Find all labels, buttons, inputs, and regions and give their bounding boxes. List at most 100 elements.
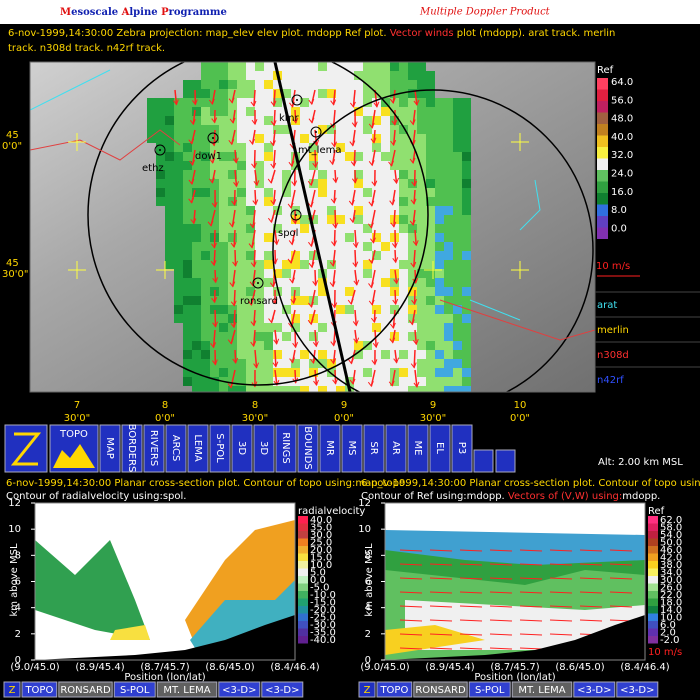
echo-cell — [174, 134, 183, 143]
bottom-button[interactable] — [113, 681, 156, 698]
echo-cell — [327, 341, 336, 350]
wind-vector — [414, 329, 418, 345]
echo-cell — [255, 179, 264, 188]
toolbar-button[interactable] — [407, 424, 429, 473]
echo-cell — [282, 80, 291, 89]
wind-head — [307, 179, 314, 187]
bottom-button[interactable] — [358, 681, 376, 698]
echo-cell — [327, 152, 336, 161]
echo-cell — [219, 296, 228, 305]
echo-cell — [327, 350, 336, 359]
echo-cell — [183, 305, 192, 314]
echo-cell — [390, 305, 399, 314]
echo-cell — [453, 260, 462, 269]
echo-cell — [381, 305, 390, 314]
echo-cell — [336, 242, 345, 251]
echo-cell — [354, 206, 363, 215]
echo-cell — [273, 125, 282, 134]
bottom-button[interactable] — [3, 681, 21, 698]
echo-cell — [327, 179, 336, 188]
wind-vector — [272, 149, 276, 168]
toolbar-button[interactable] — [187, 424, 209, 473]
echo-cell — [156, 143, 165, 152]
toolbar-button[interactable] — [297, 424, 319, 473]
topo-icon — [53, 444, 95, 468]
wind-vector — [414, 229, 417, 246]
colorbar-label: -30.0 — [310, 620, 336, 631]
echo-cell — [255, 134, 264, 143]
echo-cell — [237, 269, 246, 278]
echo-cell — [291, 233, 300, 242]
echo-cell — [318, 323, 327, 332]
echo-cell — [363, 161, 372, 170]
bottom-button[interactable] — [218, 681, 261, 698]
echo-cell — [399, 251, 408, 260]
bottom-button[interactable] — [58, 681, 113, 698]
toolbar-button[interactable] — [121, 424, 143, 473]
toolbar-button[interactable] — [143, 424, 165, 473]
colorbar-cell — [648, 538, 658, 546]
bottom-button[interactable] — [261, 681, 304, 698]
info-part: 6-nov-1999,14:30:00 Zebra projection: ma… — [8, 28, 390, 39]
colorbar-cell — [298, 598, 308, 606]
echo — [110, 625, 150, 640]
echo-cell — [435, 359, 444, 368]
wind-vector — [429, 647, 453, 650]
toolbar-button[interactable] — [341, 424, 363, 473]
echo-cell — [309, 152, 318, 161]
bottom-button[interactable] — [413, 681, 468, 698]
toolbar-button[interactable] — [99, 424, 121, 473]
bottom-button[interactable] — [21, 681, 58, 698]
station-dot — [159, 149, 161, 151]
toolbar-button[interactable] — [275, 424, 297, 473]
echo-cell — [327, 314, 336, 323]
bottom-button[interactable] — [573, 681, 616, 698]
echo-cell — [255, 152, 264, 161]
toolbar-button[interactable] — [319, 424, 341, 473]
bottom-button[interactable] — [376, 681, 413, 698]
echo-cell — [363, 143, 372, 152]
colorbar-label: 40.0 — [611, 132, 633, 143]
bottom-button[interactable] — [511, 681, 573, 698]
wind-vector — [332, 249, 336, 267]
toolbar-button[interactable] — [385, 424, 407, 473]
echo-cell — [219, 269, 228, 278]
bottom-button[interactable] — [616, 681, 659, 698]
toolbar-button[interactable] — [165, 424, 187, 473]
echo-cell — [174, 152, 183, 161]
echo-cell — [444, 350, 453, 359]
echo-cell — [192, 386, 201, 392]
echo-cell — [210, 323, 219, 332]
echo-cell — [228, 161, 237, 170]
echo-cell — [201, 98, 210, 107]
toolbar-button[interactable] — [429, 424, 451, 473]
wind-head — [411, 180, 418, 187]
echo-cell — [192, 170, 201, 179]
toolbar-button[interactable] — [209, 424, 231, 473]
toolbar-button[interactable] — [451, 424, 473, 473]
echo-cell — [192, 314, 201, 323]
colorbar-cell — [597, 135, 608, 147]
toolbar-button[interactable] — [495, 449, 516, 473]
echo-cell — [237, 215, 246, 224]
toolbar-button[interactable] — [363, 424, 385, 473]
toolbar-button[interactable] — [473, 449, 494, 473]
toolbar-button[interactable] — [231, 424, 253, 473]
wind-vector — [519, 577, 543, 580]
echo-cell — [282, 89, 291, 98]
bottom-button[interactable] — [468, 681, 511, 698]
toolbar-button[interactable] — [253, 424, 275, 473]
echo-cell — [417, 377, 426, 386]
echo-cell — [381, 296, 390, 305]
wind-head — [307, 319, 314, 326]
caption-part: Contour of radialvelocity using:spol. — [6, 491, 186, 502]
bottom-button[interactable] — [156, 681, 218, 698]
echo-cell — [255, 278, 264, 287]
echo-cell — [282, 242, 291, 251]
echo-cell — [318, 71, 327, 80]
echo-cell — [363, 71, 372, 80]
echo-cell — [201, 323, 210, 332]
echo-cell — [183, 98, 192, 107]
echo-cell — [300, 71, 309, 80]
wind-head — [227, 338, 234, 345]
